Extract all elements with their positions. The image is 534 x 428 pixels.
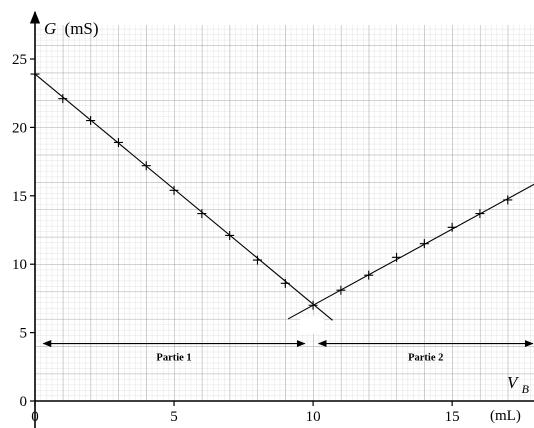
grid (35, 25, 534, 401)
fit-lines (34, 73, 534, 321)
y-axis-symbol: G (44, 19, 56, 38)
data-point (86, 116, 96, 126)
x-tick-label: 15 (445, 409, 460, 425)
data-point (280, 278, 290, 288)
annotations: Partie 1 Partie 2 (42, 340, 534, 364)
data-point (141, 161, 151, 171)
y-tick-label: 20 (12, 120, 27, 136)
x-tick-label: 5 (170, 409, 178, 425)
data-point (252, 255, 262, 265)
data-point (364, 270, 374, 280)
x-axis-symbol: V (507, 373, 520, 392)
x-tick-label: 0 (31, 409, 39, 425)
y-tick-label: 0 (20, 394, 28, 410)
data-point (169, 185, 179, 195)
x-axis-subscript: B (522, 382, 530, 396)
y-tick-label: 10 (12, 257, 27, 273)
x-axis-unit: (mL) (490, 408, 521, 424)
y-axis-title: G (mS) (44, 19, 99, 38)
data-point (419, 239, 429, 249)
y-tick-label: 15 (12, 189, 27, 205)
fit-line-2 (287, 183, 534, 320)
y-axis-unit: (mS) (65, 19, 99, 38)
x-axis-ticks: 0 5 10 15 (31, 401, 460, 425)
annotation-label-2: Partie 2 (408, 353, 443, 364)
data-point (30, 69, 40, 79)
data-point (113, 137, 123, 147)
data-point (308, 300, 318, 310)
y-axis-ticks: 0 5 10 15 20 25 (12, 52, 35, 410)
data-point (197, 209, 207, 219)
x-axis-title: V B (507, 373, 530, 396)
data-point (58, 94, 68, 104)
annotation-label-1: Partie 1 (156, 353, 191, 364)
grid-gap (300, 316, 324, 334)
data-point (392, 252, 402, 262)
fit-line-1 (34, 73, 333, 321)
data-point (503, 195, 513, 205)
y-tick-label: 5 (20, 326, 28, 342)
x-tick-label: 10 (306, 409, 321, 425)
y-tick-label: 25 (12, 52, 27, 68)
major-grid (35, 25, 534, 401)
data-point (336, 285, 346, 295)
data-point (475, 209, 485, 219)
data-point (447, 222, 457, 232)
data-point (225, 230, 235, 240)
data-points (30, 69, 513, 310)
